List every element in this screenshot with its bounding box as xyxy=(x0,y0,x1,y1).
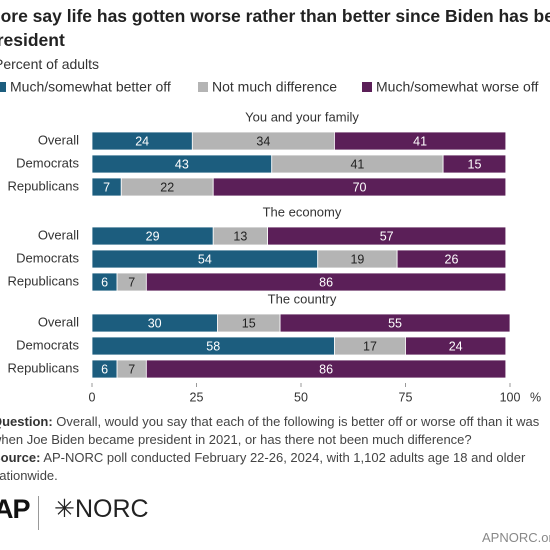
category-label: Overall xyxy=(38,227,79,242)
data-label: 29 xyxy=(146,229,160,243)
x-tick-label: 25 xyxy=(190,390,204,404)
category-label: Democrats xyxy=(16,155,79,170)
bar-segment xyxy=(396,249,507,269)
logo-ap: AP xyxy=(0,494,31,524)
logo-norc: ✳NORC xyxy=(54,494,149,524)
data-label: 30 xyxy=(148,316,162,330)
category-label: Democrats xyxy=(16,337,79,352)
legend-swatch xyxy=(0,82,6,92)
logo-norc-text: NORC xyxy=(74,495,149,523)
data-label: 13 xyxy=(233,229,247,243)
category-label: Republicans xyxy=(7,360,79,375)
x-tick-label: 75 xyxy=(399,390,413,404)
category-label: Overall xyxy=(38,132,79,147)
data-label: 58 xyxy=(206,339,220,353)
data-label: 24 xyxy=(135,134,149,148)
bar-segment xyxy=(212,177,507,197)
bar-segment xyxy=(145,272,507,292)
data-label: 70 xyxy=(353,180,367,194)
legend-label: Much/somewhat worse off xyxy=(376,79,538,95)
source-label: Source: xyxy=(0,450,41,465)
x-tick-label: 50 xyxy=(294,390,308,404)
data-label: 86 xyxy=(319,275,333,289)
bar-segment xyxy=(405,336,507,356)
panel-title: The economy xyxy=(263,204,342,219)
legend-swatch xyxy=(198,82,208,92)
data-label: 7 xyxy=(103,180,110,194)
data-label: 41 xyxy=(350,157,364,171)
data-label: 6 xyxy=(101,362,108,376)
legend-swatch xyxy=(362,82,372,92)
data-label: 19 xyxy=(350,252,364,266)
x-tick-label: 0 xyxy=(89,390,96,404)
bar-segment xyxy=(145,359,507,379)
question-label: Question: xyxy=(0,414,53,429)
data-label: 24 xyxy=(449,339,463,353)
data-label: 15 xyxy=(468,157,482,171)
data-label: 17 xyxy=(363,339,377,353)
bar-segment xyxy=(334,131,507,151)
data-label: 6 xyxy=(101,275,108,289)
logo-star: ✳ xyxy=(54,495,75,523)
data-label: 41 xyxy=(413,134,427,148)
question-note: Question: Overall, would you say that ea… xyxy=(0,413,550,449)
question-text: Overall, would you say that each of the … xyxy=(0,414,540,447)
legend-label: Not much difference xyxy=(212,79,337,95)
category-label: Republicans xyxy=(7,178,79,193)
chart-title: More say life has gotten worse rather th… xyxy=(0,6,550,50)
category-label: Democrats xyxy=(16,250,79,265)
category-label: Republicans xyxy=(7,273,79,288)
chart-subtitle: Percent of adults xyxy=(0,56,100,72)
data-label: 26 xyxy=(445,252,459,266)
bar-segment xyxy=(442,154,507,174)
panel-title: The country xyxy=(268,291,337,306)
x-unit: % xyxy=(530,390,541,404)
logo-divider xyxy=(38,496,39,530)
source-note: Source: AP-NORC poll conducted February … xyxy=(0,449,550,485)
data-label: 86 xyxy=(319,362,333,376)
data-label: 43 xyxy=(175,157,189,171)
panel-title: You and your family xyxy=(245,109,359,124)
data-label: 54 xyxy=(198,252,212,266)
legend-label: Much/somewhat better off xyxy=(10,79,171,95)
source-text: AP-NORC poll conducted February 22-26, 2… xyxy=(0,450,526,483)
bar-segment xyxy=(267,226,507,246)
data-label: 7 xyxy=(128,362,135,376)
category-label: Overall xyxy=(38,314,79,329)
bar-segment xyxy=(279,313,511,333)
data-label: 57 xyxy=(380,229,394,243)
data-label: 7 xyxy=(128,275,135,289)
data-label: 22 xyxy=(160,180,174,194)
data-label: 55 xyxy=(388,316,402,330)
x-tick-label: 100 xyxy=(500,390,521,404)
data-label: 34 xyxy=(256,134,270,148)
data-label: 15 xyxy=(242,316,256,330)
source-url: APNORC.org xyxy=(482,530,550,545)
